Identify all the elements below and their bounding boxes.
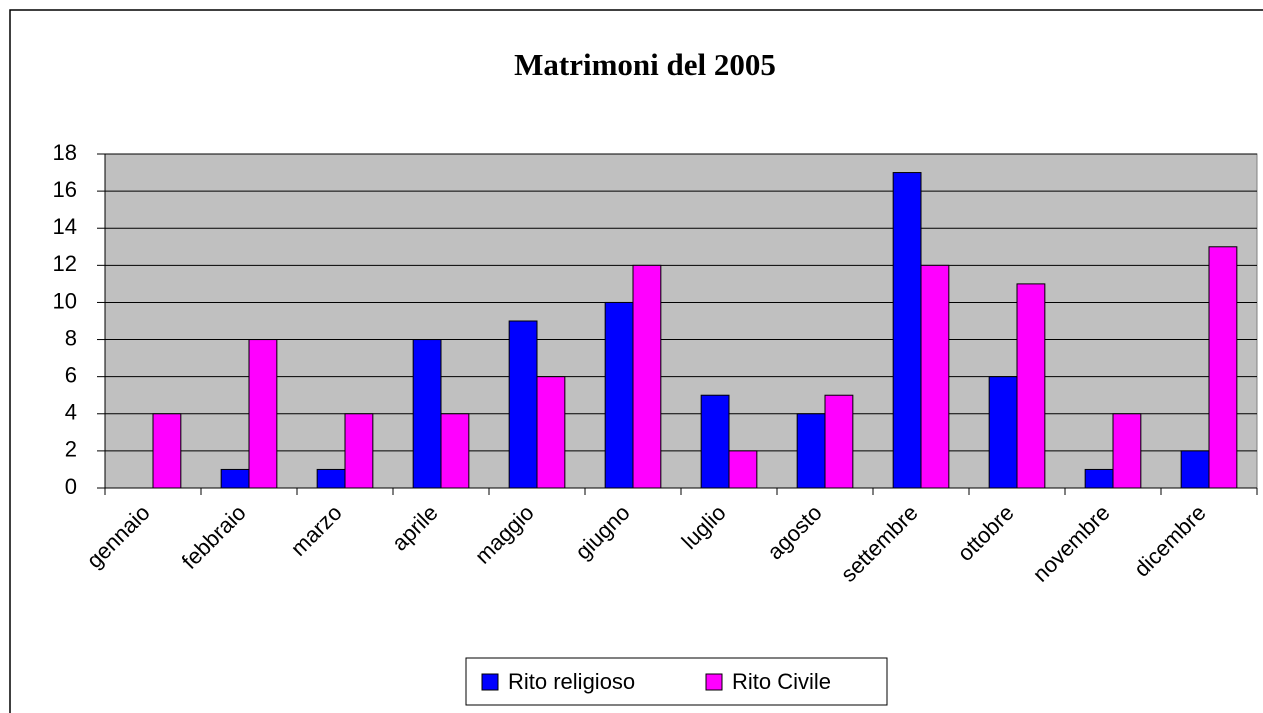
y-tick-label: 10 bbox=[53, 288, 77, 313]
bar bbox=[508, 320, 538, 489]
bar bbox=[1112, 413, 1142, 489]
legend-label: Rito religioso bbox=[508, 669, 635, 694]
bar bbox=[344, 413, 374, 489]
bar bbox=[824, 394, 854, 489]
legend-label: Rito Civile bbox=[732, 669, 831, 694]
bar bbox=[1084, 468, 1114, 489]
y-tick-label: 4 bbox=[65, 400, 77, 425]
bar bbox=[920, 264, 950, 489]
bar bbox=[1208, 246, 1238, 489]
bar bbox=[316, 468, 346, 489]
bar bbox=[412, 339, 442, 489]
y-tick-label: 2 bbox=[65, 437, 77, 462]
bar bbox=[1180, 450, 1210, 489]
bar bbox=[604, 301, 634, 489]
legend bbox=[465, 657, 888, 706]
bar bbox=[152, 413, 182, 489]
y-tick-label: 8 bbox=[65, 325, 77, 350]
y-tick-label: 6 bbox=[65, 362, 77, 387]
y-tick-label: 0 bbox=[65, 474, 77, 499]
bar bbox=[220, 468, 250, 489]
plot-area bbox=[104, 153, 1258, 489]
bar bbox=[892, 172, 922, 489]
bar bbox=[440, 413, 470, 489]
chart-title: Matrimoni del 2005 bbox=[514, 47, 776, 82]
bar bbox=[536, 376, 566, 489]
bar bbox=[796, 413, 826, 489]
bar bbox=[248, 339, 278, 489]
y-tick-label: 12 bbox=[53, 251, 77, 276]
y-tick-label: 18 bbox=[53, 140, 77, 165]
bar bbox=[700, 394, 730, 489]
bar bbox=[728, 450, 758, 489]
y-tick-label: 14 bbox=[53, 214, 77, 239]
bar bbox=[988, 376, 1018, 489]
bar bbox=[1016, 283, 1046, 489]
y-tick-label: 16 bbox=[53, 177, 77, 202]
legend-swatch bbox=[481, 673, 499, 691]
bar bbox=[632, 264, 662, 489]
legend-swatch bbox=[705, 673, 723, 691]
